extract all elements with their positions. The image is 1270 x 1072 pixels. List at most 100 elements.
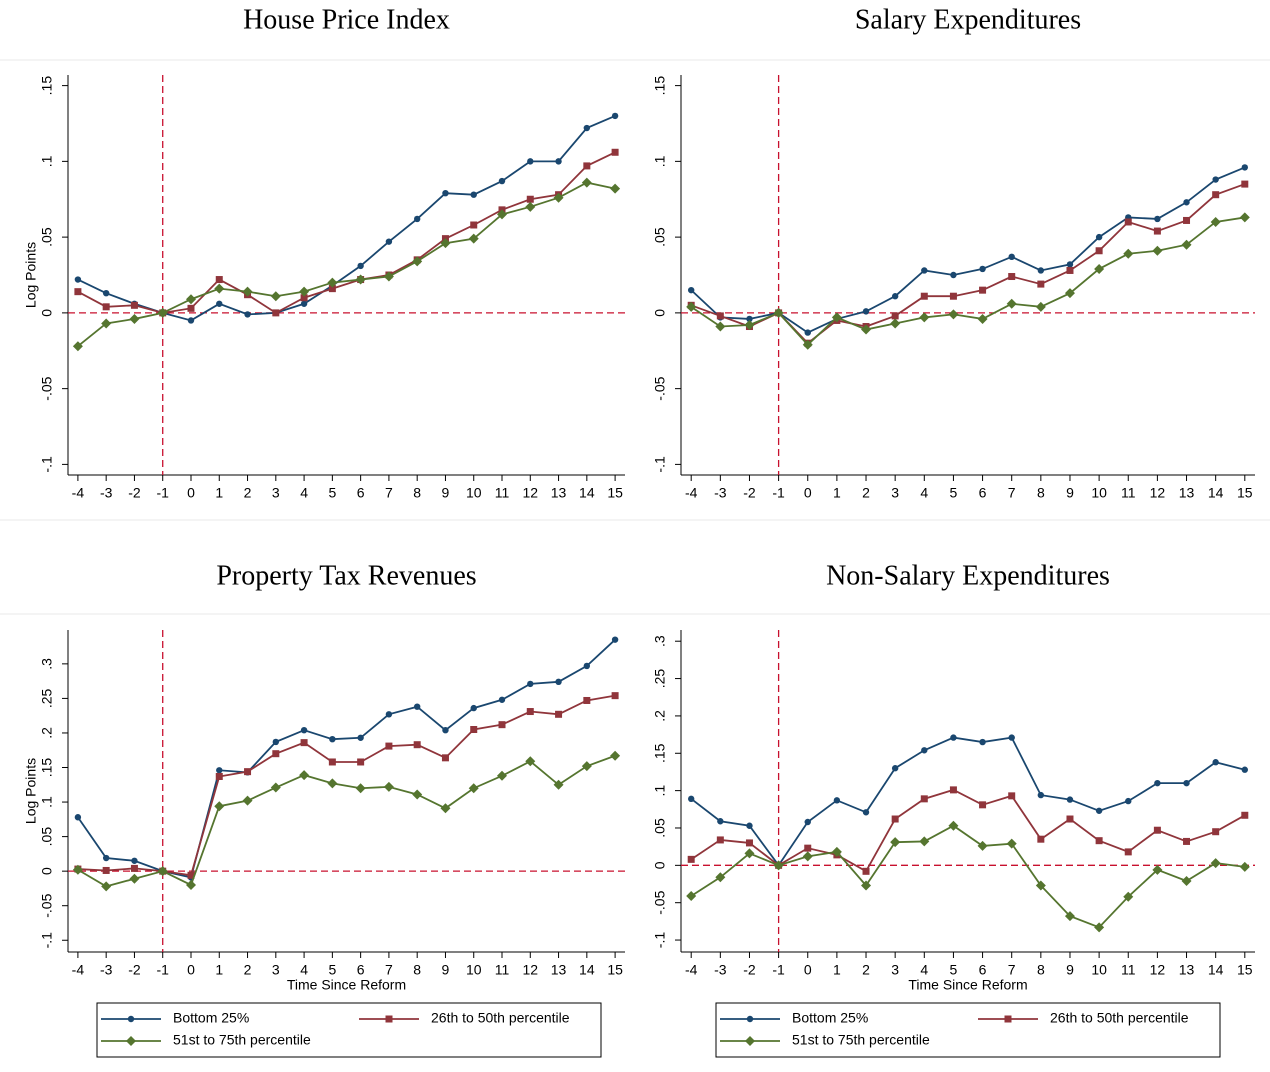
- x-tick-label: 13: [551, 962, 567, 978]
- x-tick-label: 5: [950, 485, 958, 501]
- marker: [745, 839, 753, 847]
- marker: [242, 286, 253, 297]
- marker: [950, 734, 957, 741]
- marker: [383, 271, 394, 282]
- marker: [1212, 191, 1220, 199]
- marker: [355, 274, 366, 285]
- chart-title: Non-Salary Expenditures: [826, 560, 1110, 591]
- marker: [716, 312, 724, 320]
- marker: [862, 308, 870, 315]
- marker: [413, 741, 421, 749]
- chart-title: House Price Index: [243, 4, 450, 35]
- marker: [328, 758, 336, 766]
- marker: [1066, 261, 1074, 268]
- marker: [1183, 199, 1190, 206]
- x-tick-label: -1: [772, 485, 785, 501]
- marker: [270, 782, 281, 793]
- marker: [861, 324, 872, 335]
- marker: [327, 277, 338, 288]
- marker: [583, 124, 591, 132]
- x-tick-label: -4: [72, 485, 85, 501]
- x-tick-label: -3: [714, 962, 727, 978]
- marker: [355, 783, 366, 794]
- x-tick-label: 7: [385, 485, 393, 501]
- y-tick-label: -.1: [39, 932, 55, 949]
- marker: [1124, 218, 1132, 226]
- marker: [1152, 245, 1163, 256]
- marker: [270, 291, 281, 302]
- marker: [441, 754, 449, 762]
- series-line: [690, 183, 1246, 345]
- x-tick-label: 3: [891, 962, 899, 978]
- marker: [385, 742, 393, 750]
- x-tick-label: 5: [950, 962, 958, 978]
- x-tick-label: 9: [442, 962, 450, 978]
- marker: [831, 312, 842, 323]
- marker: [272, 738, 280, 746]
- x-tick-label: 9: [1066, 962, 1074, 978]
- x-tick-label: 1: [215, 962, 223, 978]
- marker: [891, 312, 899, 320]
- series-line: [690, 824, 1245, 929]
- marker: [833, 797, 841, 804]
- marker: [746, 1015, 754, 1023]
- series-line: [77, 639, 616, 879]
- x-axis-label: Time Since Reform: [908, 977, 1027, 993]
- y-tick-label: .2: [652, 710, 668, 722]
- y-tick-label: -.1: [39, 456, 55, 473]
- marker: [977, 840, 988, 851]
- x-tick-label: 4: [920, 485, 928, 501]
- marker: [187, 871, 195, 879]
- marker: [127, 1015, 135, 1023]
- marker: [413, 703, 421, 710]
- series-line: [690, 788, 1246, 873]
- marker: [412, 256, 423, 267]
- marker: [1037, 791, 1045, 799]
- marker: [1123, 248, 1134, 259]
- marker: [1183, 837, 1191, 845]
- marker: [1241, 180, 1249, 188]
- x-tick-label: 15: [1237, 485, 1253, 501]
- marker: [185, 879, 196, 890]
- marker: [1123, 891, 1134, 902]
- marker: [1210, 858, 1221, 869]
- marker: [1239, 212, 1250, 223]
- x-tick-label: 8: [1037, 485, 1045, 501]
- marker: [773, 860, 784, 871]
- marker: [470, 704, 477, 712]
- marker: [553, 192, 564, 203]
- marker: [1006, 838, 1017, 849]
- chart-title: Property Tax Revenues: [216, 560, 476, 591]
- marker: [583, 162, 591, 170]
- marker: [527, 680, 534, 688]
- x-tick-label: 10: [466, 485, 482, 501]
- marker: [716, 836, 724, 844]
- legend-label: 51st to 75th percentile: [792, 1032, 930, 1048]
- marker: [553, 779, 564, 790]
- marker: [129, 313, 140, 324]
- marker: [1183, 779, 1190, 787]
- marker: [979, 286, 987, 294]
- y-tick-label: 0: [39, 867, 55, 875]
- marker: [583, 662, 591, 670]
- marker: [1008, 734, 1015, 741]
- marker: [101, 881, 112, 892]
- marker: [300, 739, 308, 747]
- marker: [1154, 215, 1161, 223]
- x-tick-label: 14: [579, 962, 595, 978]
- marker: [831, 846, 842, 857]
- marker: [101, 318, 112, 329]
- series-line: [690, 736, 1246, 867]
- y-tick-label: .05: [39, 227, 55, 247]
- marker: [715, 872, 726, 883]
- x-tick-label: 1: [215, 485, 223, 501]
- x-tick-label: 0: [804, 485, 812, 501]
- y-tick-label: .1: [652, 785, 668, 797]
- marker: [1210, 216, 1221, 227]
- marker: [525, 201, 536, 212]
- marker: [214, 283, 225, 294]
- x-tick-label: 12: [522, 962, 538, 978]
- marker: [300, 300, 308, 307]
- x-tick-label: -3: [714, 485, 727, 501]
- marker: [468, 783, 479, 794]
